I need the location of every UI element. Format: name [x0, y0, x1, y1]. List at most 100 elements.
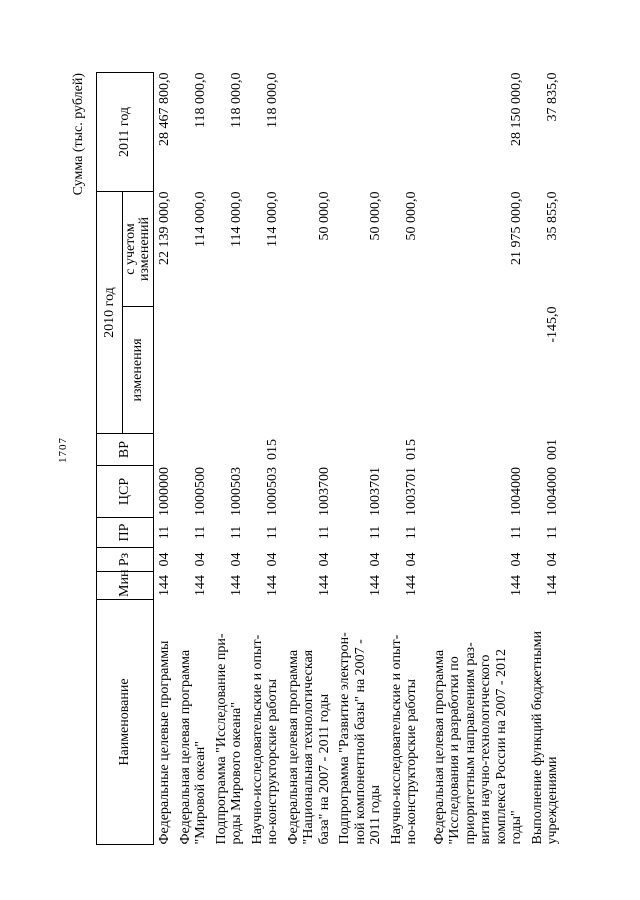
units-note: Сумма (тыс. рублей) — [71, 73, 86, 196]
pr-cell: 11 — [193, 525, 208, 540]
vr-cell — [211, 434, 247, 466]
rz-cell: 04 — [316, 552, 332, 567]
name-cell: Подпрограмма "Развитие электрон- ной ком… — [337, 632, 383, 845]
changes-2010-cell — [211, 307, 247, 434]
pr-cell: 11 — [545, 525, 560, 540]
min-cell: 144 — [265, 575, 280, 596]
csr-cell: 1004000 — [545, 467, 560, 516]
year-2011-cell — [334, 73, 386, 192]
pr-cell: 11 — [157, 525, 172, 540]
header-rz: Рз — [96, 547, 154, 572]
pr-cell: 11 — [368, 525, 383, 540]
min-cell: 144 — [193, 575, 208, 596]
csr-cell: 1003701 — [368, 467, 383, 516]
year-2011-cell: 28 150 000,0 — [509, 72, 524, 147]
name-cell: Научно-исследовательские и опыт- но-конс… — [388, 634, 420, 845]
name-cell: Выполнение функций бюджетными учреждения… — [529, 631, 561, 845]
year-2011-cell: 118 000,0 — [193, 72, 208, 128]
rz-cell: 04 — [265, 552, 280, 567]
pr-cell: 11 — [404, 525, 419, 540]
vr-cell: 015 — [404, 439, 419, 460]
table-row: Научно-исследовательские и опыт- но-конс… — [386, 73, 422, 845]
pr-cell: 11 — [265, 525, 280, 540]
vr-cell: 015 — [265, 439, 280, 460]
with-changes-2010-cell: 22 139 000,0 — [157, 191, 172, 266]
name-cell: Федеральные целевые программы — [157, 640, 172, 845]
header-csr: ЦСР — [96, 465, 154, 518]
csr-cell: 1000503 — [229, 467, 244, 516]
csr-cell: 1003701 — [404, 467, 419, 516]
name-cell: Федеральная целевая программа "Мировой о… — [177, 649, 209, 845]
year-2011-cell: 37 835,0 — [545, 72, 560, 122]
vr-cell — [175, 434, 211, 466]
with-changes-2010-cell: 50 000,0 — [316, 191, 332, 241]
pr-cell: 11 — [316, 525, 332, 540]
with-changes-2010-cell: 114 000,0 — [193, 191, 208, 247]
table-row: Федеральная целевая программа "Националь… — [283, 73, 335, 845]
changes-2010-cell — [175, 307, 211, 434]
page-number: 1707 — [57, 437, 69, 463]
min-cell: 144 — [157, 575, 172, 596]
name-cell: Федеральная целевая программа "Националь… — [285, 649, 332, 845]
rz-cell: 04 — [545, 552, 560, 567]
table-row: Выполнение функций бюджетными учреждения… — [527, 73, 563, 845]
vr-cell — [334, 434, 386, 466]
header-name: Наименование — [96, 599, 154, 845]
changes-2010-cell — [386, 307, 422, 434]
min-cell: 144 — [545, 575, 560, 596]
year-2011-cell: 118 000,0 — [265, 72, 280, 128]
with-changes-2010-cell: 114 000,0 — [229, 191, 244, 247]
min-cell: 144 — [316, 575, 332, 596]
vr-cell — [422, 434, 527, 466]
table-row: Федеральная целевая программа "Мировой о… — [175, 73, 211, 845]
csr-cell: 1000500 — [193, 467, 208, 516]
header-with-changes: с учетом изменений — [122, 191, 154, 307]
csr-cell: 1000503 — [265, 467, 280, 516]
vr-cell — [154, 434, 175, 466]
table-row: Подпрограмма "Развитие электрон- ной ком… — [334, 73, 386, 845]
min-cell: 144 — [509, 575, 524, 596]
rz-cell: 04 — [509, 552, 524, 567]
name-cell: Федеральная целевая программа "Исследова… — [431, 642, 525, 845]
header-pr: ПР — [96, 517, 154, 548]
rz-cell: 04 — [404, 552, 419, 567]
rz-cell: 04 — [368, 552, 383, 567]
rz-cell: 04 — [229, 552, 244, 567]
header-changes: изменения — [122, 306, 154, 434]
year-2011-cell: 118 000,0 — [229, 72, 244, 128]
rz-cell: 04 — [193, 552, 208, 567]
changes-2010-cell — [334, 307, 386, 434]
header-vr: ВР — [96, 433, 154, 466]
name-cell: Научно-исследовательские и опыт- но-конс… — [249, 634, 281, 845]
table-row: Научно-исследовательские и опыт- но-конс… — [247, 73, 283, 845]
min-cell: 144 — [368, 575, 383, 596]
table-row: Федеральная целевая программа "Исследова… — [422, 73, 527, 845]
changes-2010-cell — [247, 307, 283, 434]
table-row: Подпрограмма "Исследование при- роды Мир… — [211, 73, 247, 845]
table-header-row: Наименование Мин Рз ПР ЦСР ВР 2010 год 2… — [96, 72, 154, 845]
table-row: Федеральные целевые программы 144 04 11 … — [154, 73, 175, 845]
header-year-2011: 2011 год — [96, 72, 154, 192]
pr-cell: 11 — [229, 525, 244, 540]
name-cell: Подпрограмма "Исследование при- роды Мир… — [213, 633, 245, 845]
with-changes-2010-cell: 114 000,0 — [265, 191, 280, 247]
pr-cell: 11 — [509, 525, 524, 540]
with-changes-2010-cell: 21 975 000,0 — [509, 191, 524, 266]
csr-cell: 1003700 — [316, 467, 332, 516]
with-changes-2010-cell: 50 000,0 — [368, 191, 383, 241]
changes-2010-cell — [154, 307, 175, 434]
rz-cell: 04 — [157, 552, 172, 567]
budget-table: Наименование Мин Рз ПР ЦСР ВР 2010 год 2… — [96, 72, 563, 845]
year-2011-cell: 28 467 800,0 — [157, 72, 172, 147]
vr-cell — [283, 434, 335, 466]
year-2011-cell — [386, 73, 422, 192]
csr-cell: 1000000 — [157, 467, 172, 516]
min-cell: 144 — [229, 575, 244, 596]
vr-cell: 001 — [545, 439, 560, 460]
with-changes-2010-cell: 35 855,0 — [545, 191, 560, 241]
header-year-2010: 2010 год — [96, 191, 123, 434]
year-2011-cell — [283, 73, 335, 192]
header-min: Мин — [96, 570, 154, 600]
